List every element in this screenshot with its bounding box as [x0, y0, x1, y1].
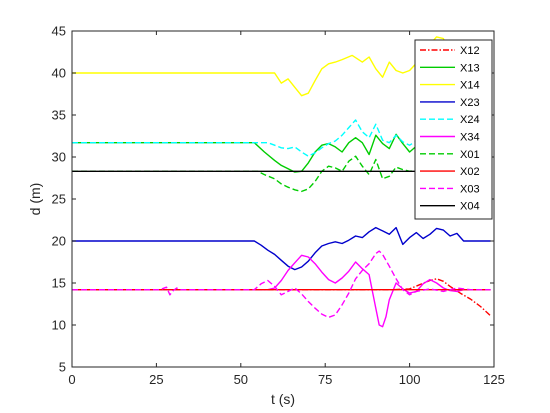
legend-label-x12: X12	[460, 45, 480, 57]
x-tick-label: 25	[149, 372, 163, 387]
legend-label-x34: X34	[460, 132, 480, 144]
y-tick-label: 20	[52, 234, 66, 249]
y-tick-label: 5	[59, 360, 66, 375]
y-tick-label: 10	[52, 318, 66, 333]
legend-label-x24: X24	[460, 114, 480, 126]
series-line-x23	[72, 226, 491, 271]
legend-label-x04: X04	[460, 201, 480, 213]
legend-label-x01: X01	[460, 149, 480, 161]
y-tick-label: 45	[52, 24, 66, 39]
x-tick-label: 0	[68, 372, 75, 387]
y-tick-label: 40	[52, 66, 66, 81]
legend-label-x03: X03	[460, 183, 480, 195]
legend-label-x02: X02	[460, 166, 480, 178]
x-axis: 0 25 50 75 100 125	[68, 31, 505, 387]
x-tick-label: 50	[234, 372, 248, 387]
series-line-x34	[72, 254, 491, 328]
x-tick-label: 100	[399, 372, 421, 387]
legend-label-x14: X14	[460, 80, 480, 92]
y-tick-label: 35	[52, 108, 66, 123]
x-tick-label: 75	[318, 372, 332, 387]
legend-box	[414, 39, 493, 220]
legend-label-x13: X13	[460, 62, 480, 74]
y-tick-label: 15	[52, 276, 66, 291]
y-tick-label: 30	[52, 150, 66, 165]
legend-label-x23: X23	[460, 97, 480, 109]
y-axis: 5 10 15 20 25 30 35 40 45	[52, 24, 494, 375]
x-tick-label: 125	[483, 372, 505, 387]
x-axis-label: t (s)	[271, 391, 295, 407]
series-line-x03	[72, 250, 491, 319]
y-axis-label: d (m)	[27, 183, 43, 216]
y-tick-label: 25	[52, 192, 66, 207]
legend: X12 X13 X14 X23 X24 X34 X01 X02 X03 X04	[414, 39, 493, 220]
